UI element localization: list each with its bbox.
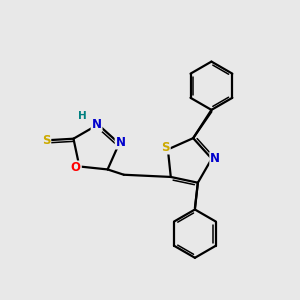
Text: N: N: [92, 118, 102, 131]
Text: N: N: [210, 152, 220, 165]
Text: S: S: [42, 134, 50, 147]
Text: H: H: [78, 111, 87, 121]
Text: N: N: [116, 136, 126, 148]
Text: S: S: [161, 141, 170, 154]
Text: O: O: [71, 161, 81, 174]
